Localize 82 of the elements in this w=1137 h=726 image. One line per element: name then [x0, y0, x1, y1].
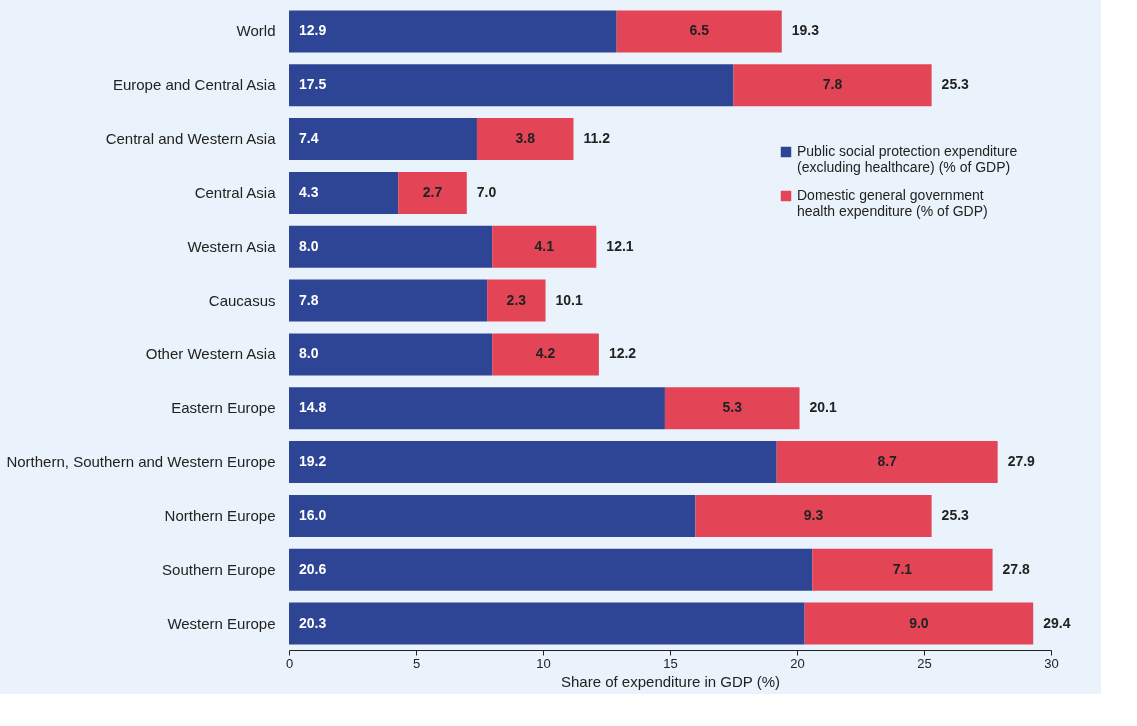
x-tick-label: 5 — [412, 655, 421, 671]
data-label: 20.3 — [299, 614, 327, 631]
bar — [398, 171, 467, 214]
data-label: 7.4 — [299, 130, 319, 147]
total-label: 27.8 — [1002, 560, 1031, 577]
total-label: 12.2 — [608, 345, 637, 362]
total-label: 19.3 — [791, 22, 820, 39]
bar — [492, 333, 599, 376]
y-tick-label: Europe and Central Asia — [112, 76, 277, 94]
total-label: 25.3 — [941, 76, 970, 93]
total-label: 29.4 — [1043, 614, 1071, 631]
x-tick-label: 0 — [285, 655, 294, 671]
y-tick-label: Central Asia — [194, 183, 277, 201]
y-tick-label: Western Europe — [167, 614, 276, 632]
y-tick-label: Caucasus — [208, 291, 276, 309]
x-axis-title: Share of expenditure in GDP (%) — [560, 672, 781, 690]
x-tick-label: 30 — [1044, 655, 1059, 671]
y-tick-label: Northern, Southern and Western Europe — [6, 453, 276, 471]
data-label: 14.8 — [299, 399, 327, 416]
bar — [616, 10, 782, 53]
y-tick-label: Southern Europe — [162, 560, 276, 578]
legend-label: Public social protection expenditure (excluding healthcare) (% of GDP) — [797, 143, 1018, 175]
total-label: 27.9 — [1007, 453, 1036, 470]
data-label: 4.3 — [299, 183, 319, 200]
bar — [289, 171, 399, 214]
data-label: 7.8 — [822, 76, 843, 93]
bar — [776, 441, 998, 484]
data-label: 20.6 — [299, 560, 327, 577]
bar — [289, 602, 805, 645]
bar — [695, 494, 932, 537]
data-label: 9.0 — [909, 614, 929, 631]
data-label: 17.5 — [299, 76, 327, 93]
data-label: 2.3 — [506, 291, 527, 308]
bar — [812, 548, 993, 591]
data-label: 6.5 — [689, 22, 710, 39]
data-label: 4.1 — [534, 237, 555, 254]
y-tick-label: Western Asia — [187, 237, 277, 255]
total-label: 10.1 — [555, 291, 583, 308]
bar — [804, 602, 1034, 645]
bar — [289, 387, 665, 430]
bar — [289, 225, 493, 268]
bar — [289, 333, 493, 376]
y-tick-label: Central and Western Asia — [105, 130, 277, 148]
data-label: 7.8 — [299, 291, 319, 308]
total-label: 11.2 — [583, 130, 611, 147]
data-label: 3.8 — [515, 130, 536, 147]
data-label: 8.0 — [299, 345, 319, 362]
total-label: 7.0 — [476, 183, 497, 200]
data-label: 5.3 — [722, 399, 743, 416]
bar — [289, 64, 734, 107]
bar — [664, 387, 800, 430]
bar — [733, 64, 932, 107]
total-label: 12.1 — [606, 237, 634, 254]
bar — [289, 494, 696, 537]
data-label: 4.2 — [535, 345, 556, 362]
x-tick-label: 25 — [917, 655, 932, 671]
bar — [487, 279, 546, 322]
x-tick-label: 15 — [663, 655, 678, 671]
total-label: 20.1 — [809, 399, 837, 416]
y-tick-label: Eastern Europe — [171, 399, 276, 417]
bar — [289, 279, 488, 322]
data-label: 8.0 — [299, 237, 319, 254]
legend-label: Domestic general government health expenditure (% of GDP) — [797, 187, 988, 219]
x-tick-label: 20 — [790, 655, 805, 671]
bar — [289, 441, 777, 484]
bar — [289, 548, 813, 591]
total-label: 25.3 — [941, 506, 970, 523]
data-label: 9.3 — [803, 506, 824, 523]
bar — [289, 10, 617, 53]
data-label: 12.9 — [299, 22, 327, 39]
bar — [289, 118, 477, 161]
y-tick-label: Other Western Asia — [145, 345, 277, 363]
data-label: 7.1 — [892, 560, 913, 577]
data-label: 16.0 — [299, 506, 327, 523]
data-label: 2.7 — [422, 183, 443, 200]
bar — [492, 225, 597, 268]
bar — [476, 118, 574, 161]
data-label: 19.2 — [299, 453, 327, 470]
y-tick-label: Northern Europe — [164, 506, 276, 524]
y-tick-label: World — [236, 22, 276, 40]
data-label: 8.7 — [877, 453, 898, 470]
x-tick-label: 10 — [536, 655, 551, 671]
